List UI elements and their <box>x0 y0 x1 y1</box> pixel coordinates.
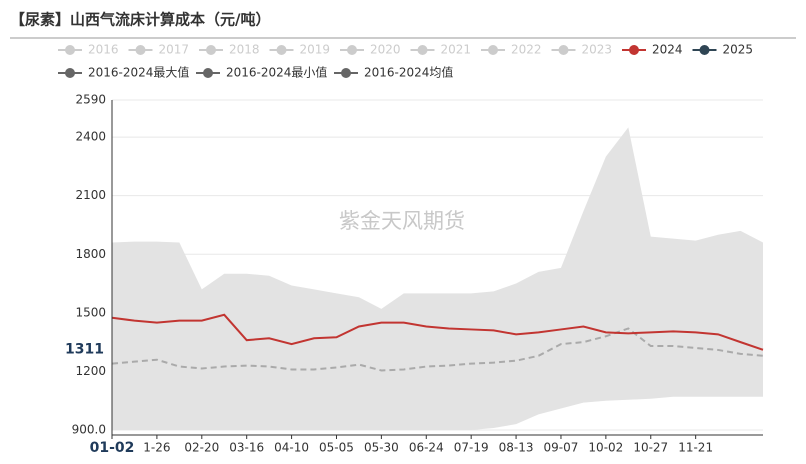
legend-label: 2016-2024最大值 <box>88 65 189 80</box>
y-tick-label: 2590 <box>75 93 106 107</box>
legend-dot <box>629 45 639 55</box>
legend-item[interactable]: 2018 <box>199 43 260 57</box>
x-tick-label: 05-30 <box>364 441 399 455</box>
watermark: 紫金天风期货 <box>339 209 465 233</box>
legend-item[interactable]: 2016-2024均值 <box>334 65 453 80</box>
x-tick-label: 03-16 <box>229 441 264 455</box>
legend-label: 2017 <box>159 43 190 57</box>
legend-item[interactable]: 2016-2024最小值 <box>196 65 327 80</box>
x-tick-label: 1-26 <box>143 441 170 455</box>
legend-item[interactable]: 2019 <box>269 43 331 57</box>
legend-dot <box>341 68 351 78</box>
legend-label: 2025 <box>723 43 754 57</box>
legend-item[interactable]: 2020 <box>340 43 401 57</box>
y-tick-label: 2400 <box>75 130 106 144</box>
legend-label: 2021 <box>441 43 472 57</box>
legend-item[interactable]: 2024 <box>622 43 683 57</box>
x-tick-label: 06-24 <box>409 441 444 455</box>
legend-item[interactable]: 2016 <box>58 43 119 57</box>
legend-dot <box>276 45 287 55</box>
legend-label: 2022 <box>511 43 542 57</box>
legend-label: 2019 <box>300 43 331 57</box>
legend-item[interactable]: 2017 <box>128 43 190 57</box>
legend-dot <box>417 45 428 55</box>
legend-label: 2016-2024均值 <box>364 65 453 80</box>
y-tick-label: 1800 <box>75 247 106 261</box>
legend-dot <box>347 45 357 55</box>
x-tick-label: 08-13 <box>499 441 534 455</box>
value-tag <box>66 339 108 360</box>
x-tick-label: 09-07 <box>544 441 579 455</box>
legend-item[interactable]: 2023 <box>551 43 613 57</box>
legend-dot <box>65 68 75 78</box>
legend-label: 2016-2024最小值 <box>226 65 327 80</box>
x-tick-label: 01-02 <box>90 440 135 456</box>
legend-dot <box>135 45 146 55</box>
range-band <box>112 127 763 430</box>
x-tick-label: 07-19 <box>454 441 489 455</box>
series-line <box>111 313 764 351</box>
x-tick-label: 05-05 <box>319 441 354 455</box>
x-tick-label: 02-20 <box>184 441 219 455</box>
legend-item[interactable]: 2016-2024最大值 <box>58 65 189 80</box>
legend-label: 2020 <box>370 43 401 57</box>
legend-dot <box>65 45 75 55</box>
legend-dot <box>203 68 213 78</box>
legend-item[interactable]: 2022 <box>481 43 542 57</box>
y-tick-label: 1200 <box>75 364 106 378</box>
x-tick-label: 10-27 <box>633 441 668 455</box>
chart-title: 【尿素】山西气流床计算成本（元/吨） <box>10 11 270 29</box>
x-tick-label: 04-10 <box>274 441 309 455</box>
legend-label: 2018 <box>229 43 260 57</box>
legend-dot <box>206 45 216 55</box>
legend-label: 2023 <box>582 43 613 57</box>
x-tick-label: 10-02 <box>588 441 623 455</box>
legend-label: 2016 <box>88 43 119 57</box>
x-tick-label: 11-21 <box>678 441 713 455</box>
legend-label: 2024 <box>652 43 683 57</box>
legend-item[interactable]: 2021 <box>410 43 472 57</box>
y-tick-label: 900.0 <box>72 423 106 437</box>
legend-dot <box>558 45 569 55</box>
legend-dot <box>488 45 498 55</box>
y-tick-label: 1500 <box>75 305 106 319</box>
legend-item[interactable]: 2025 <box>692 43 754 57</box>
value-tag-label: 1311 <box>65 342 104 358</box>
y-tick-label: 2100 <box>75 188 106 202</box>
legend-dot <box>699 45 710 55</box>
